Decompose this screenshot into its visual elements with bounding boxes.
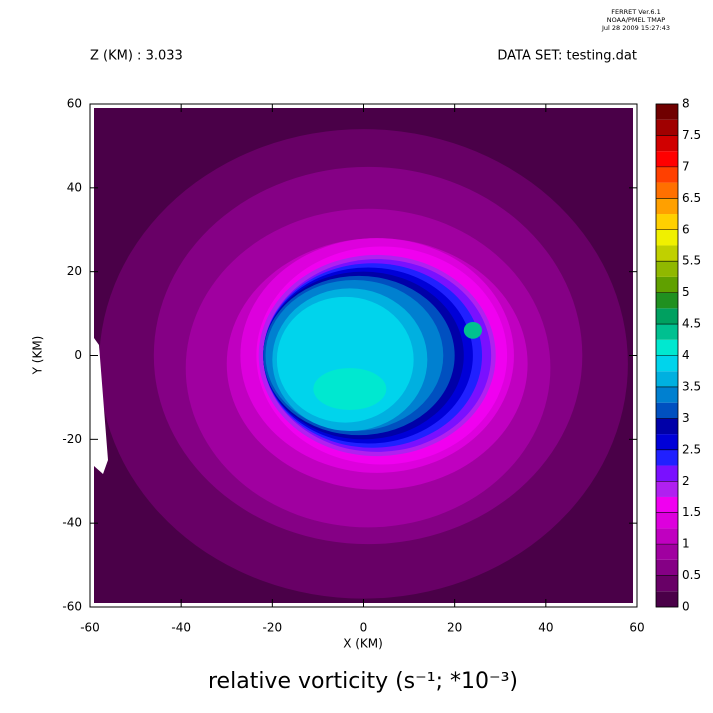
colorbar-box	[656, 198, 678, 215]
colorbar-box	[656, 544, 678, 560]
x-tick-label: -60	[80, 621, 100, 635]
colorbar-box	[656, 418, 678, 435]
chart-title: relative vorticity (s⁻¹; *10⁻³)	[208, 669, 518, 694]
contour-fill	[313, 368, 387, 410]
x-tick-label: -20	[263, 621, 283, 635]
missing-data	[94, 338, 108, 474]
colorbar-box	[656, 434, 678, 450]
colorbar-box	[656, 104, 678, 120]
colorbar-box	[656, 449, 678, 466]
x-tick-label: 40	[538, 621, 553, 635]
y-tick-label: 60	[67, 97, 82, 111]
colorbar-box	[656, 261, 678, 277]
colorbar-box	[656, 119, 678, 136]
x-tick-label: 20	[447, 621, 462, 635]
colorbar-box	[656, 559, 678, 576]
colorbar-label: 4	[682, 348, 690, 362]
y-tick-label: 0	[74, 348, 82, 362]
colorbar-box	[656, 575, 678, 592]
plot-area	[94, 108, 633, 603]
colorbar-label: 3	[682, 411, 690, 425]
colorbar-box	[656, 292, 678, 309]
subtitle-left: Z (KM) : 3.033	[90, 49, 183, 64]
y-axis-label: Y (KM)	[31, 336, 45, 376]
colorbar-box	[656, 308, 678, 325]
colorbar-box	[656, 591, 678, 607]
colorbar-box	[656, 214, 678, 230]
colorbar-label: 2.5	[682, 442, 701, 456]
x-tick-label: -40	[171, 621, 191, 635]
contour-fill	[463, 321, 483, 339]
y-tick-label: 20	[67, 264, 82, 278]
colorbar-label: 2	[682, 474, 690, 488]
x-tick-label: 0	[360, 621, 368, 635]
colorbar-box	[656, 245, 678, 262]
colorbar-box	[656, 512, 678, 529]
colorbar-box	[656, 496, 678, 513]
colorbar-label: 3.5	[682, 379, 701, 393]
colorbar-label: 1	[682, 537, 690, 551]
colorbar-label: 7.5	[682, 128, 701, 142]
colorbar-box	[656, 166, 678, 183]
stamp: FERRET Ver.6.1	[611, 8, 660, 16]
colorbar-label: 5.5	[682, 254, 701, 268]
colorbar-box	[656, 481, 678, 497]
colorbar-box	[656, 371, 678, 387]
y-tick-label: -40	[62, 516, 82, 530]
y-tick-label: -20	[62, 432, 82, 446]
colorbar-box	[656, 465, 678, 482]
colorbar-label: 6	[682, 222, 690, 236]
colorbar-label: 6.5	[682, 191, 701, 205]
colorbar-box	[656, 528, 678, 545]
colorbar-label: 1.5	[682, 505, 701, 519]
y-tick-label: -60	[62, 600, 82, 614]
colorbar-box	[656, 229, 678, 246]
colorbar-label: 8	[682, 97, 690, 111]
colorbar-label: 0.5	[682, 568, 701, 582]
x-axis-label: X (KM)	[343, 637, 383, 651]
y-tick-label: 40	[67, 180, 82, 194]
colorbar-label: 4.5	[682, 317, 701, 331]
colorbar-label: 0	[682, 600, 690, 614]
x-tick-label: 60	[629, 621, 644, 635]
colorbar-box	[656, 339, 678, 356]
colorbar-box	[656, 402, 678, 419]
colorbar-label: 5	[682, 285, 690, 299]
colorbar-box	[656, 182, 678, 199]
colorbar-box	[656, 386, 678, 403]
subtitle-right: DATA SET: testing.dat	[497, 49, 637, 64]
colorbar-box	[656, 276, 678, 293]
stamp: Jul 28 2009 15:27:43	[601, 24, 670, 32]
stamp: NOAA/PMEL TMAP	[607, 16, 665, 24]
colorbar-box	[656, 135, 678, 152]
colorbar-label: 7	[682, 159, 690, 173]
colorbar-box	[656, 324, 678, 340]
colorbar-box	[656, 151, 678, 167]
colorbar-box	[656, 355, 678, 372]
